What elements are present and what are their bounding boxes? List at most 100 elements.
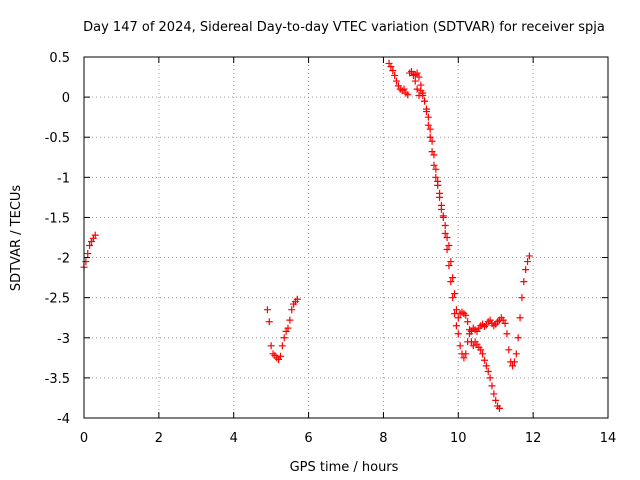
y-tick-label: -3.5 bbox=[45, 372, 70, 387]
data-point-marker bbox=[288, 306, 296, 314]
data-point-marker bbox=[432, 173, 440, 181]
data-point-marker bbox=[516, 314, 524, 322]
data-point-marker bbox=[404, 91, 412, 99]
data-point-marker bbox=[524, 258, 532, 266]
data-point-marker bbox=[422, 108, 430, 116]
data-point-marker bbox=[278, 342, 286, 350]
data-point-marker bbox=[443, 246, 451, 254]
data-point-marker bbox=[445, 262, 453, 270]
data-point-marker bbox=[293, 295, 301, 303]
chart-title: Day 147 of 2024, Sidereal Day-to-day VTE… bbox=[83, 20, 605, 35]
x-tick-label: 6 bbox=[304, 431, 312, 446]
data-point-marker bbox=[432, 165, 440, 173]
y-tick-label: -2.5 bbox=[45, 292, 70, 307]
data-point-marker bbox=[449, 294, 457, 302]
data-point-marker bbox=[520, 278, 528, 286]
data-point-marker bbox=[413, 69, 421, 77]
data-point-marker bbox=[466, 326, 474, 334]
data-point-marker bbox=[495, 404, 503, 412]
data-point-marker bbox=[447, 258, 455, 266]
data-point-marker bbox=[445, 242, 453, 250]
data-point-marker bbox=[501, 319, 509, 327]
data-point-marker bbox=[419, 89, 427, 97]
y-tick-label: 0 bbox=[62, 91, 70, 106]
data-point-marker bbox=[436, 193, 444, 201]
data-point-marker bbox=[417, 81, 425, 89]
data-point-marker bbox=[480, 356, 488, 364]
segment-2 bbox=[263, 295, 301, 363]
data-point-marker bbox=[514, 334, 522, 342]
data-point-marker bbox=[267, 342, 275, 350]
data-point-marker bbox=[525, 252, 533, 260]
data-point-marker bbox=[284, 324, 292, 332]
data-point-marker bbox=[411, 77, 419, 85]
data-point-marker bbox=[263, 306, 271, 314]
data-point-marker bbox=[460, 354, 468, 362]
data-point-marker bbox=[512, 350, 520, 358]
data-point-marker bbox=[488, 382, 496, 390]
y-axis-ticks: 0.5 0 -0.5 -1 -1.5 -2 -2.5 -3 -3.5 -4 bbox=[45, 51, 608, 427]
data-point-marker bbox=[522, 266, 530, 274]
data-point-marker bbox=[486, 374, 494, 382]
x-tick-label: 14 bbox=[600, 431, 617, 446]
data-point-marker bbox=[484, 367, 492, 375]
x-tick-label: 10 bbox=[450, 431, 467, 446]
data-point-marker bbox=[415, 73, 423, 81]
data-point-marker bbox=[393, 77, 401, 85]
data-point-marker bbox=[452, 322, 460, 330]
x-axis-title: GPS time / hours bbox=[290, 460, 399, 475]
x-tick-label: 2 bbox=[155, 431, 163, 446]
plot-border bbox=[83, 56, 609, 419]
data-point-marker bbox=[426, 125, 434, 133]
data-point-marker bbox=[452, 306, 460, 314]
data-point-marker bbox=[449, 274, 457, 282]
data-point-marker bbox=[503, 330, 511, 338]
y-tick-label: -2 bbox=[57, 252, 70, 267]
data-point-marker bbox=[428, 137, 436, 145]
data-point-marker bbox=[424, 113, 432, 121]
data-point-marker bbox=[456, 342, 464, 350]
data-point-marker bbox=[277, 352, 284, 360]
data-point-marker bbox=[389, 67, 397, 75]
data-point-marker bbox=[518, 294, 526, 302]
data-point-marker bbox=[434, 181, 442, 189]
data-point-marker bbox=[505, 346, 513, 354]
data-points bbox=[80, 59, 533, 412]
data-point-marker bbox=[454, 314, 462, 322]
segment-3 bbox=[385, 59, 533, 370]
data-point-marker bbox=[482, 362, 490, 370]
y-axis-title: SDTVAR / TECUs bbox=[9, 185, 24, 292]
data-point-marker bbox=[464, 318, 472, 326]
data-point-marker bbox=[492, 396, 500, 404]
x-tick-label: 12 bbox=[525, 431, 542, 446]
data-point-marker bbox=[441, 229, 449, 237]
data-point-marker bbox=[454, 330, 462, 338]
data-point-marker bbox=[91, 231, 99, 239]
data-point-marker bbox=[280, 334, 288, 342]
y-tick-label: 0.5 bbox=[49, 51, 70, 66]
segment-4 bbox=[411, 69, 503, 412]
x-tick-label: 4 bbox=[230, 431, 238, 446]
data-point-marker bbox=[391, 71, 399, 79]
data-point-marker bbox=[430, 161, 438, 169]
data-point-marker bbox=[441, 221, 449, 229]
data-point-marker bbox=[86, 242, 94, 250]
y-tick-label: -0.5 bbox=[45, 131, 70, 146]
x-tick-label: 0 bbox=[80, 431, 88, 446]
data-point-marker bbox=[439, 212, 447, 220]
x-tick-label: 8 bbox=[379, 431, 387, 446]
data-point-marker bbox=[509, 362, 517, 370]
data-point-marker bbox=[387, 63, 395, 71]
data-point-marker bbox=[265, 318, 273, 326]
data-point-marker bbox=[451, 290, 459, 298]
data-point-marker bbox=[462, 311, 470, 319]
data-point-marker bbox=[447, 278, 455, 286]
x-axis-ticks: 0 2 4 6 8 10 12 14 bbox=[80, 57, 616, 446]
data-point-marker bbox=[477, 346, 485, 354]
y-tick-label: -4 bbox=[57, 412, 70, 427]
data-point-marker bbox=[408, 67, 415, 75]
data-point-marker bbox=[400, 85, 408, 93]
data-point-marker bbox=[469, 342, 477, 350]
